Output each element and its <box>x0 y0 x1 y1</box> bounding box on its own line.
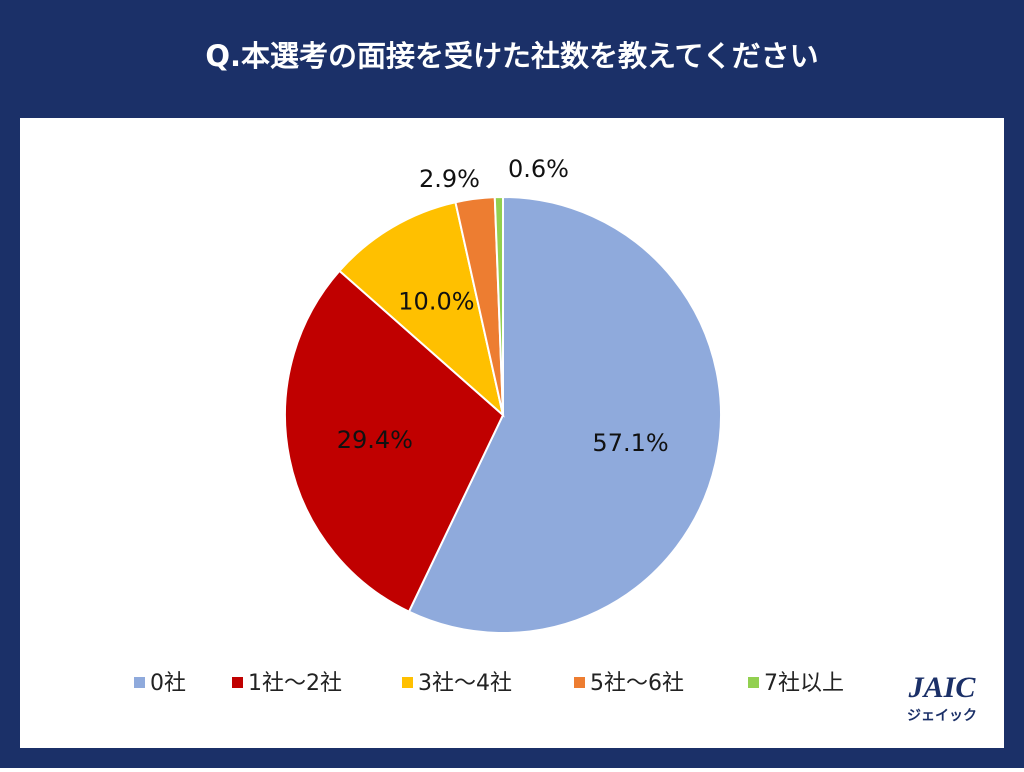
legend-label: 5社～6社 <box>590 671 684 696</box>
logo-subtext: ジェイック <box>907 708 977 724</box>
legend-marker <box>748 677 759 688</box>
legend-label: 3社～4社 <box>418 671 512 696</box>
legend-label: 7社以上 <box>764 671 844 696</box>
chart-title: Q.本選考の面接を受けた社数を教えてください <box>205 39 818 73</box>
logo-text: JAIC <box>908 671 977 704</box>
data-label: 0.6% <box>508 155 569 183</box>
legend-marker <box>402 677 413 688</box>
legend-marker <box>134 677 145 688</box>
data-label: 57.1% <box>592 429 668 457</box>
pie-slice <box>493 195 504 416</box>
pie-slice <box>284 269 505 613</box>
legend-label: 1社～2社 <box>248 671 342 696</box>
legend-label: 0社 <box>150 671 186 696</box>
data-label: 2.9% <box>419 165 480 193</box>
legend-marker <box>574 677 585 688</box>
data-label: 10.0% <box>398 287 474 315</box>
legend-marker <box>232 677 243 688</box>
data-label: 29.4% <box>337 426 413 454</box>
pie-slice <box>338 201 505 418</box>
pie-slice <box>407 195 723 634</box>
